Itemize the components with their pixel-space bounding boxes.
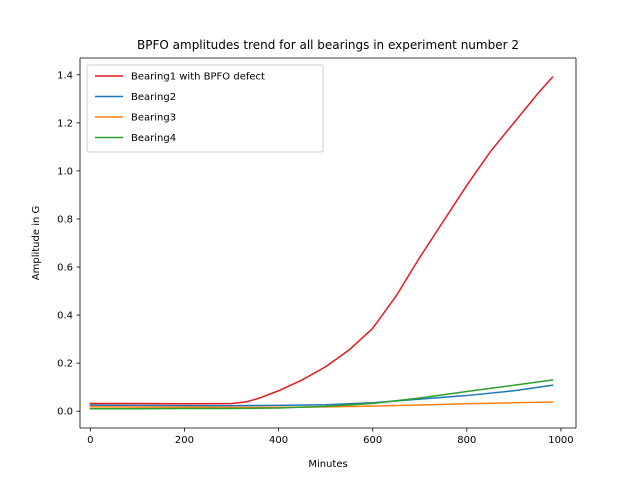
y-tick-label: 1.0 <box>57 166 73 177</box>
y-axis-ticks: 0.0 0.2 0.4 0.6 0.8 1.0 1.2 1.4 <box>57 70 80 418</box>
series-layer <box>89 76 554 410</box>
y-tick-label: 0.6 <box>57 263 73 274</box>
y-axis-label: Amplitude in G <box>31 206 42 280</box>
y-tick-label: 1.2 <box>57 118 73 129</box>
series-line-4 <box>89 379 554 410</box>
x-tick-label: 0 <box>87 435 93 446</box>
y-tick-label: 0.4 <box>57 311 73 322</box>
x-axis-ticks: 0 200 400 600 800 1000 <box>87 428 574 446</box>
x-tick-label: 200 <box>175 435 194 446</box>
legend-label-4: Bearing4 <box>131 133 176 144</box>
legend: Bearing1 with BPFO defect Bearing2 Bearing… <box>86 64 324 153</box>
legend-label-3: Bearing3 <box>131 113 176 124</box>
x-tick-label: 800 <box>457 435 476 446</box>
y-tick-label: 0.0 <box>57 407 73 418</box>
x-tick-label: 1000 <box>548 435 573 446</box>
legend-box <box>86 64 324 153</box>
series-line-1 <box>89 76 554 405</box>
legend-label-1: Bearing1 with BPFO defect <box>131 72 265 83</box>
x-tick-label: 400 <box>269 435 288 446</box>
chart-title: BPFO amplitudes trend for all bearings i… <box>137 38 519 52</box>
series-line-2 <box>89 384 554 407</box>
axes-layer <box>79 57 577 429</box>
y-tick-label: 1.4 <box>57 70 73 81</box>
y-tick-label: 0.8 <box>57 214 73 225</box>
x-axis-label: Minutes <box>308 459 347 470</box>
y-tick-label: 0.2 <box>57 359 73 370</box>
legend-label-2: Bearing2 <box>131 92 176 103</box>
x-tick-label: 600 <box>363 435 382 446</box>
